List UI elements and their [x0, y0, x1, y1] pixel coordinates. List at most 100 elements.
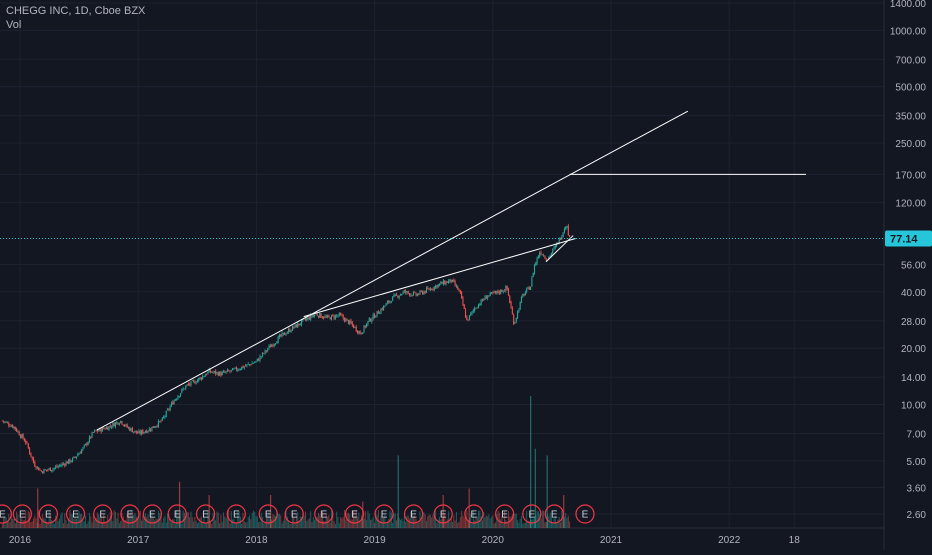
volume-bar	[198, 522, 200, 528]
volume-bar	[26, 521, 28, 528]
candle-body	[61, 463, 63, 466]
candle-body	[509, 296, 511, 303]
candle-body	[553, 247, 555, 249]
candle-body	[402, 291, 404, 294]
volume-bar	[310, 511, 312, 528]
candle-body	[306, 318, 308, 321]
candle-body	[189, 383, 191, 385]
volume-bar	[187, 512, 189, 528]
volume-bar	[95, 518, 97, 528]
volume-bar	[127, 516, 129, 528]
volume-bar	[90, 516, 92, 528]
volume-bar	[44, 518, 46, 528]
earnings-marker-label: E	[351, 510, 358, 521]
volume-bar	[334, 523, 336, 528]
volume-bar	[216, 511, 218, 528]
volume-bar	[481, 520, 483, 528]
volume-bar	[213, 510, 215, 528]
candle-body	[195, 382, 197, 384]
volume-bar	[515, 513, 517, 528]
candle-body	[483, 299, 485, 301]
volume-bar	[393, 514, 395, 528]
volume-bar	[245, 522, 247, 528]
candle-body	[31, 456, 33, 459]
volume-bar	[9, 522, 11, 528]
candle-body	[156, 426, 158, 427]
x-tick-label: 2016	[9, 535, 32, 546]
volume-bar	[134, 513, 136, 528]
volume-spike-bar	[546, 455, 548, 528]
volume-bar	[124, 522, 126, 528]
volume-spike-bar	[468, 488, 470, 528]
volume-bar	[560, 522, 562, 528]
volume-bar	[478, 510, 480, 528]
volume-bar	[156, 518, 158, 528]
volume-bar	[431, 517, 433, 528]
candle-body	[356, 330, 359, 333]
candle-body	[311, 314, 313, 317]
volume-bar	[176, 510, 178, 528]
candle-body	[114, 422, 117, 427]
volume-bar	[519, 518, 521, 528]
candle-body	[235, 367, 238, 371]
candle-body	[60, 465, 62, 467]
candle-body	[319, 313, 321, 318]
volume-bar	[180, 510, 182, 528]
candle-body	[45, 469, 48, 471]
candle-body	[563, 229, 565, 233]
candle-body	[506, 285, 508, 289]
y-tick-label: 20.00	[901, 344, 926, 355]
candle-body	[415, 292, 417, 296]
volume-bar	[61, 512, 63, 528]
volume-bar	[345, 519, 347, 528]
y-tick-label: 14.00	[901, 373, 926, 384]
volume-bar	[513, 514, 515, 528]
candle-body	[142, 430, 144, 434]
volume-bar	[73, 519, 75, 528]
candle-body	[561, 236, 563, 240]
candle-body	[176, 398, 178, 400]
candle-body	[53, 467, 55, 469]
candle-body	[479, 304, 481, 306]
candle-body	[216, 372, 218, 374]
earnings-marker	[167, 504, 187, 524]
volume-label[interactable]: Vol	[6, 19, 22, 31]
volume-bar	[59, 518, 61, 528]
candle-body	[376, 310, 378, 316]
candle-body	[232, 368, 234, 371]
candle-body	[398, 295, 400, 298]
y-tick-label: 500.00	[895, 83, 926, 94]
volume-bar	[436, 523, 438, 528]
candle-body	[427, 287, 429, 289]
candle-body	[448, 280, 450, 284]
volume-bar	[470, 513, 472, 528]
candle-body	[291, 326, 294, 331]
candle-body	[444, 281, 446, 285]
x-tick-label: 2017	[127, 535, 150, 546]
candle-body	[121, 421, 123, 425]
candle-body	[540, 251, 542, 255]
symbol-title[interactable]: CHEGG INC, 1D, Cboe BZX	[6, 5, 146, 17]
candle-body	[537, 256, 539, 258]
candle-body	[518, 309, 520, 312]
candle-body	[87, 441, 89, 446]
volume-bar	[118, 523, 120, 528]
volume-bar	[185, 515, 187, 528]
candle-body	[75, 456, 77, 458]
volume-bar	[558, 516, 560, 528]
volume-bar	[567, 515, 569, 528]
candle-body	[166, 409, 169, 411]
volume-bar	[471, 523, 473, 528]
candle-body	[73, 456, 75, 458]
candle-body	[437, 284, 439, 287]
candle-body	[277, 336, 279, 344]
volume-bar	[557, 519, 559, 528]
candle-body	[450, 279, 452, 282]
volume-bar	[126, 514, 128, 528]
volume-bar	[251, 512, 253, 528]
volume-bar	[291, 513, 293, 528]
candle-body	[185, 385, 187, 389]
candle-body	[191, 380, 193, 382]
